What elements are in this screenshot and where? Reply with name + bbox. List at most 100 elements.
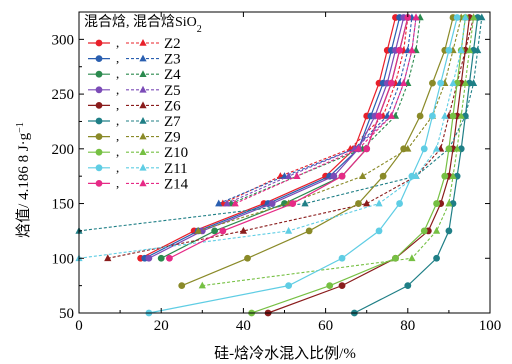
- legend-label: Z3: [164, 52, 181, 68]
- data-point-circle: [387, 79, 395, 87]
- x-tick-label: 40: [236, 318, 251, 334]
- legend-item: , Z6: [88, 97, 181, 114]
- x-tick-label: 60: [318, 318, 333, 334]
- data-point-circle: [420, 145, 428, 153]
- data-point-circle: [305, 227, 313, 235]
- data-point-triangle: [194, 226, 202, 234]
- y-tick-label: 250: [52, 87, 75, 103]
- plot-area: [79, 12, 490, 313]
- legend-circle-marker: [95, 86, 103, 94]
- legend-separator: ,: [116, 129, 119, 144]
- data-point-triangle: [285, 172, 293, 179]
- x-axis-label: 硅-焓冷水混入比例/%: [214, 345, 356, 362]
- data-point-circle: [244, 254, 251, 262]
- legend-circle-marker: [95, 102, 103, 109]
- data-point-circle: [433, 200, 440, 207]
- legend-label: Z7: [164, 114, 181, 130]
- series-z7: [75, 13, 486, 317]
- data-point-triangle: [457, 111, 465, 119]
- legend-label: Z6: [164, 98, 181, 114]
- data-point-triangle: [441, 111, 449, 119]
- legend-triangle-marker: [139, 117, 147, 124]
- legend-separator: ,: [116, 66, 119, 81]
- legend-item: , Z9: [88, 129, 181, 146]
- data-point-triangle: [412, 172, 420, 179]
- legend-triangle-marker: [139, 85, 147, 93]
- legend-triangle-marker: [139, 101, 147, 109]
- legend-item: , Z7: [88, 113, 181, 130]
- data-point-triangle: [231, 199, 239, 207]
- legend-item: , Z14: [88, 175, 189, 192]
- data-point-triangle: [461, 13, 469, 21]
- y-tick-label: 150: [52, 197, 75, 213]
- y-tick-label: 50: [59, 306, 74, 322]
- legend-triangle-marker: [139, 39, 147, 46]
- y-axis-label: 焓值/ 4.186 8 J·g−1: [15, 122, 33, 238]
- data-point-circle: [441, 172, 449, 180]
- data-point-circle: [379, 172, 387, 180]
- data-point-triangle: [404, 144, 412, 152]
- data-point-circle: [355, 200, 362, 207]
- data-point-triangle: [198, 281, 206, 289]
- y-tick-label: 200: [52, 142, 75, 158]
- data-point-triangle: [215, 199, 223, 207]
- data-point-triangle: [363, 199, 371, 207]
- data-point-triangle: [104, 254, 112, 262]
- data-point-triangle: [449, 79, 457, 86]
- data-point-triangle: [400, 79, 408, 86]
- data-point-circle: [338, 282, 346, 290]
- data-point-triangle: [457, 46, 465, 54]
- data-point-triangle: [358, 172, 367, 179]
- data-point-circle: [166, 254, 173, 262]
- data-point-circle: [285, 282, 293, 290]
- y-axis-label-sup: −1: [15, 122, 26, 133]
- y-axis-label-main: 焓值/ 4.186 8 J·g: [15, 132, 32, 238]
- data-point-circle: [330, 172, 338, 180]
- legend-separator: ,: [116, 175, 119, 190]
- x-tick-label: 80: [400, 318, 415, 334]
- legend-circle-marker: [95, 55, 103, 62]
- legend-triangle-marker: [139, 163, 147, 171]
- legend-triangle-marker: [139, 148, 147, 155]
- data-point-circle: [445, 227, 453, 235]
- series-line-solid: [181, 17, 454, 287]
- series-z11: [75, 13, 469, 317]
- data-point-circle: [178, 282, 186, 290]
- legend-label: Z4: [164, 67, 181, 83]
- legend-triangle-marker: [139, 132, 147, 140]
- data-point-triangle: [432, 144, 441, 152]
- legend-circle-marker: [95, 70, 103, 78]
- legend-label: Z9: [164, 130, 181, 146]
- x-tick-label: 100: [479, 318, 502, 334]
- data-point-circle: [268, 200, 276, 207]
- legend-header: 混合焓, 混合焓SiO2: [84, 14, 202, 35]
- legend-separator: ,: [116, 113, 119, 128]
- data-point-triangle: [461, 79, 469, 86]
- legend-separator: ,: [116, 97, 119, 112]
- legend-circle-marker: [95, 148, 103, 156]
- y-tick-label: 100: [52, 251, 75, 267]
- legend-circle-marker: [95, 133, 103, 141]
- legend-separator: ,: [116, 160, 119, 175]
- data-point-circle: [145, 254, 153, 262]
- legend-circle-marker: [95, 164, 103, 172]
- data-point-circle: [416, 112, 424, 120]
- x-tick-label: 20: [154, 318, 169, 334]
- legend-separator: ,: [116, 35, 119, 50]
- data-point-triangle: [465, 46, 474, 54]
- legend-label: Z2: [164, 36, 181, 52]
- x-tick-label: 0: [75, 318, 83, 334]
- data-point-circle: [396, 200, 403, 207]
- data-point-triangle: [223, 199, 231, 207]
- series-line-dashed: [202, 17, 475, 287]
- legend-item: , Z3: [88, 51, 181, 68]
- legend-item: , Z2: [88, 35, 181, 52]
- legend-triangle-marker: [139, 179, 147, 187]
- legend-label: Z10: [164, 145, 188, 161]
- data-point-circle: [375, 227, 383, 235]
- data-point-circle: [289, 200, 297, 207]
- axes-layer: 0 20 40 60 80 100 50 100 150 200 250 300: [52, 11, 502, 334]
- data-point-circle: [420, 227, 428, 235]
- legend-header-sub: 2: [197, 24, 202, 35]
- data-point-triangle: [239, 226, 247, 234]
